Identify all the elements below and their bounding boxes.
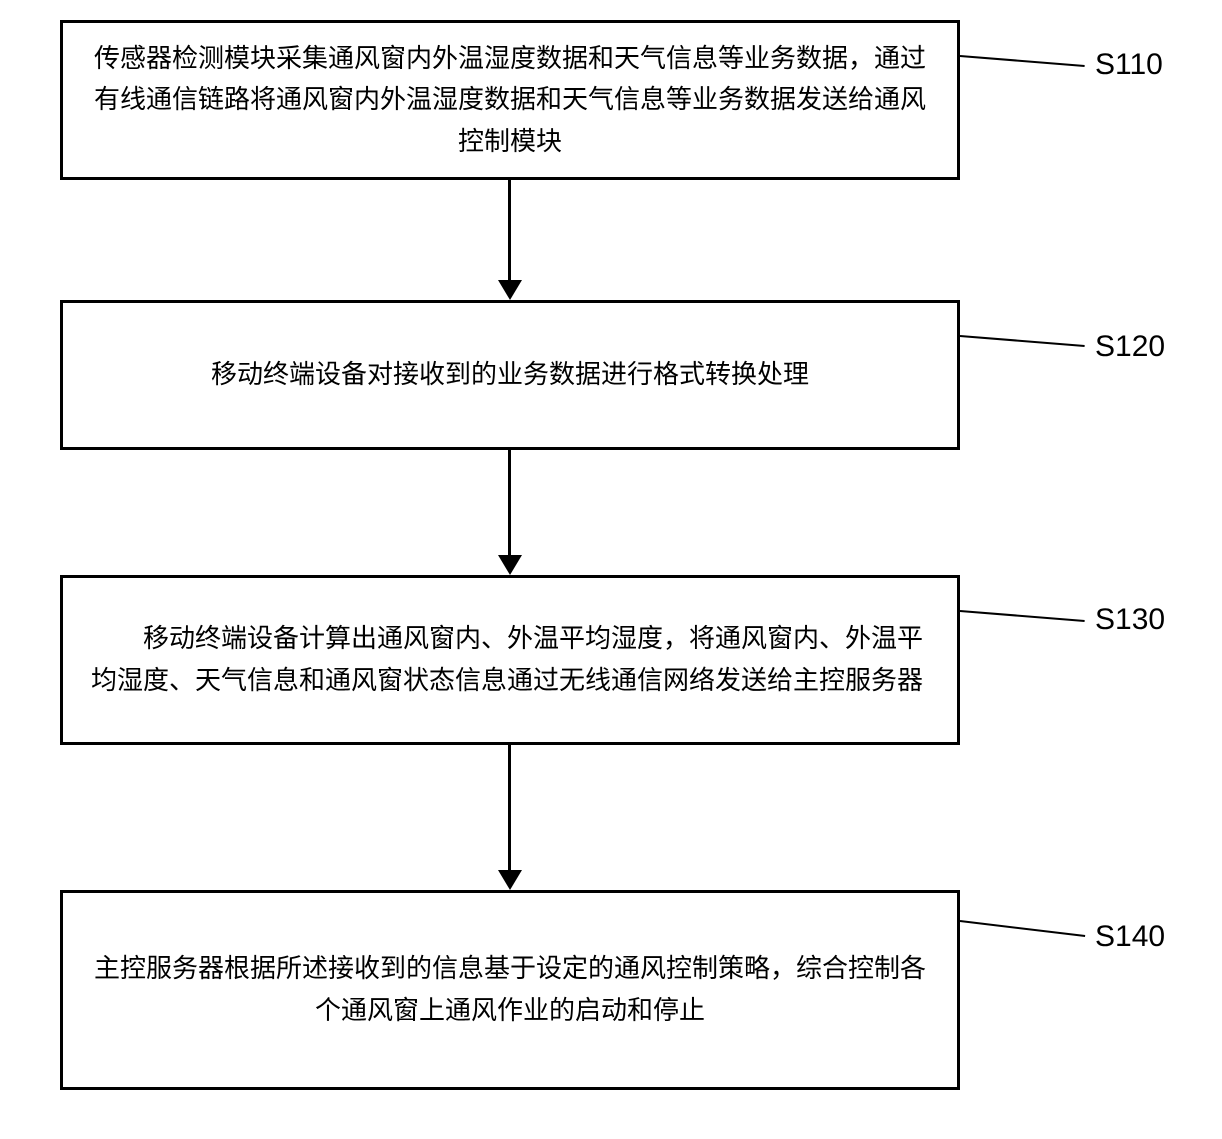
connector-s140 (960, 920, 1085, 937)
step-label-s110: S110 (1095, 48, 1163, 82)
arrow-head-3 (498, 870, 522, 890)
step-text-s140: 主控服务器根据所述接收到的信息基于设定的通风控制策略，综合控制各个通风窗上通风作… (91, 948, 929, 1031)
step-text-s130: 移动终端设备计算出通风窗内、外温平均湿度，将通风窗内、外温平均湿度、天气信息和通… (91, 618, 929, 701)
step-label-s120: S120 (1095, 330, 1165, 364)
arrow-head-2 (498, 555, 522, 575)
step-box-s140: 主控服务器根据所述接收到的信息基于设定的通风控制策略，综合控制各个通风窗上通风作… (60, 890, 960, 1090)
connector-s130 (960, 610, 1085, 622)
connector-s120 (960, 335, 1085, 347)
step-box-s130: 移动终端设备计算出通风窗内、外温平均湿度，将通风窗内、外温平均湿度、天气信息和通… (60, 575, 960, 745)
connector-s110 (960, 55, 1085, 67)
step-text-s120: 移动终端设备对接收到的业务数据进行格式转换处理 (91, 354, 929, 396)
arrow-line-1 (508, 180, 511, 280)
step-text-s110: 传感器检测模块采集通风窗内外温湿度数据和天气信息等业务数据，通过有线通信链路将通… (91, 38, 929, 163)
step-box-s110: 传感器检测模块采集通风窗内外温湿度数据和天气信息等业务数据，通过有线通信链路将通… (60, 20, 960, 180)
arrow-line-2 (508, 450, 511, 555)
arrow-head-1 (498, 280, 522, 300)
step-label-s140: S140 (1095, 920, 1165, 954)
step-box-s120: 移动终端设备对接收到的业务数据进行格式转换处理 (60, 300, 960, 450)
flowchart-container: 传感器检测模块采集通风窗内外温湿度数据和天气信息等业务数据，通过有线通信链路将通… (0, 0, 1222, 1139)
arrow-line-3 (508, 745, 511, 870)
step-label-s130: S130 (1095, 603, 1165, 637)
